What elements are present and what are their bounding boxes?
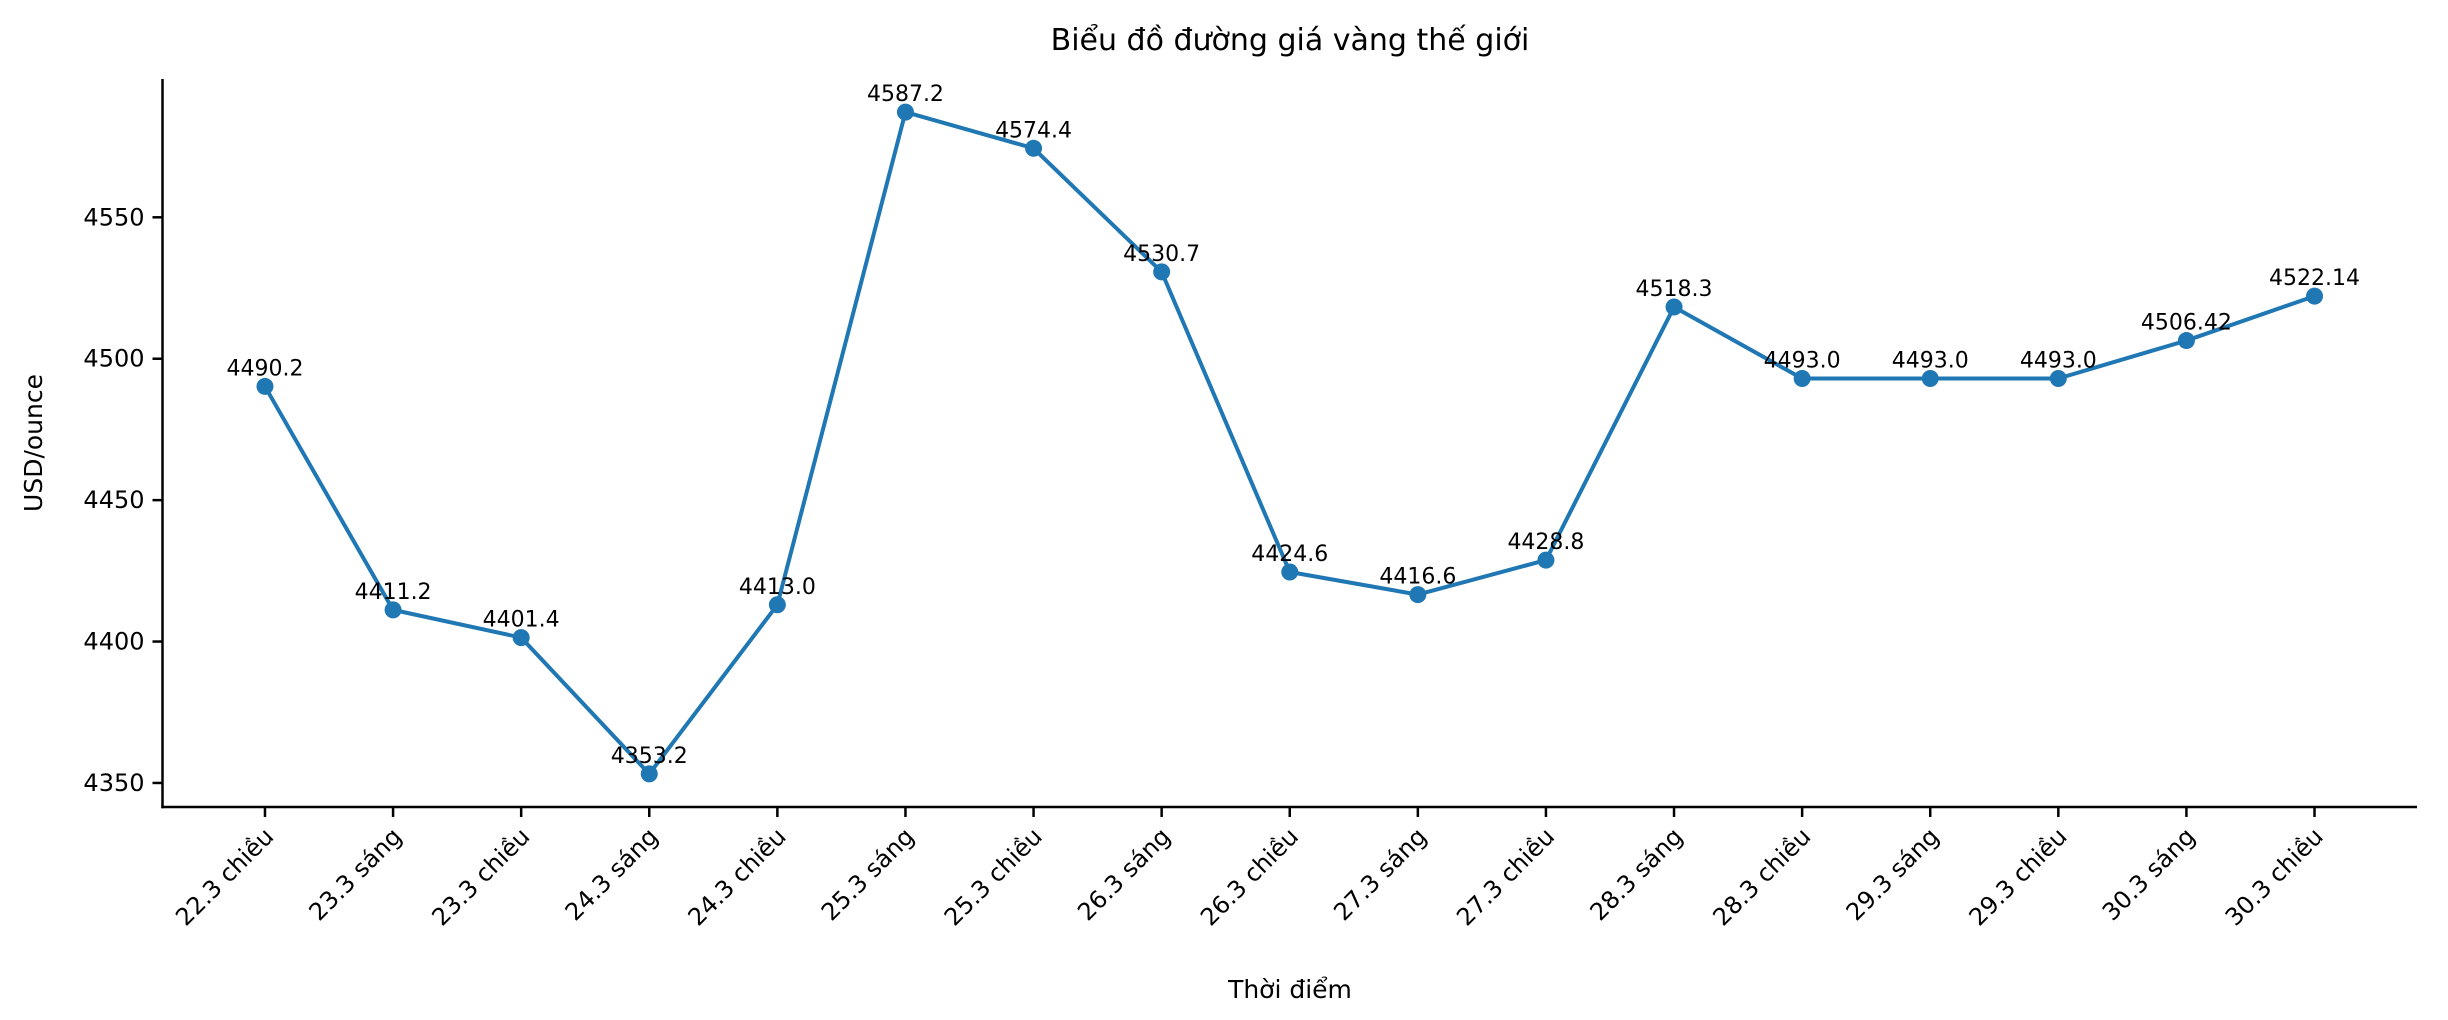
data-point bbox=[2177, 332, 2195, 350]
data-point bbox=[256, 377, 274, 395]
x-axis-title: Thời điểm bbox=[1227, 975, 1352, 1004]
x-tick-label: 28.3 sáng bbox=[1585, 822, 1689, 926]
data-point bbox=[1921, 370, 1939, 388]
point-value-label: 4493.0 bbox=[2020, 349, 2097, 374]
x-tick-label: 23.3 chiều bbox=[426, 822, 535, 931]
x-tick-label: 24.3 sáng bbox=[560, 822, 664, 926]
x-tick-label: 27.3 chiều bbox=[1451, 822, 1560, 931]
point-value-label: 4416.6 bbox=[1379, 565, 1456, 590]
data-point bbox=[1409, 586, 1427, 604]
data-point bbox=[1153, 263, 1171, 281]
data-point bbox=[512, 629, 530, 647]
chart-title: Biểu đồ đường giá vàng thế giới bbox=[1051, 22, 1530, 58]
point-value-label: 4401.4 bbox=[483, 608, 560, 633]
x-tick-label: 27.3 sáng bbox=[1328, 822, 1432, 926]
data-point bbox=[2049, 370, 2067, 388]
data-point bbox=[1793, 370, 1811, 388]
x-tick-label: 25.3 sáng bbox=[816, 822, 920, 926]
point-value-label: 4428.8 bbox=[1507, 530, 1584, 555]
x-tick-label: 22.3 chiều bbox=[170, 822, 279, 931]
point-value-label: 4530.7 bbox=[1123, 242, 1200, 267]
y-tick-label: 4500 bbox=[83, 345, 144, 373]
x-tick-label: 28.3 chiều bbox=[1707, 822, 1816, 931]
y-axis-title: USD/ounce bbox=[19, 374, 48, 512]
x-tick-label: 26.3 sáng bbox=[1072, 822, 1176, 926]
point-value-label: 4490.2 bbox=[226, 356, 303, 381]
y-tick-label: 4550 bbox=[83, 203, 144, 231]
data-point bbox=[1665, 298, 1683, 316]
y-tick-label: 4350 bbox=[83, 769, 144, 797]
point-value-label: 4353.2 bbox=[611, 744, 688, 769]
point-value-label: 4518.3 bbox=[1636, 277, 1713, 302]
data-point bbox=[1537, 551, 1555, 569]
x-tick-label: 25.3 chiều bbox=[939, 822, 1048, 931]
point-value-label: 4413.0 bbox=[739, 575, 816, 600]
x-tick-label: 30.3 chiều bbox=[2220, 822, 2329, 931]
point-value-label: 4493.0 bbox=[1764, 349, 1841, 374]
data-point bbox=[1025, 139, 1043, 157]
x-tick-label: 24.3 chiều bbox=[683, 822, 792, 931]
x-tick-label: 29.3 sáng bbox=[1841, 822, 1945, 926]
data-point bbox=[640, 765, 658, 783]
x-tick-label: 23.3 sáng bbox=[304, 822, 408, 926]
point-value-label: 4424.6 bbox=[1251, 542, 1328, 567]
price-line bbox=[262, 110, 2317, 776]
point-value-label: 4411.2 bbox=[355, 580, 432, 605]
x-tick-label: 26.3 chiều bbox=[1195, 822, 1304, 931]
point-value-label: 4493.0 bbox=[1892, 349, 1969, 374]
data-point bbox=[768, 596, 786, 614]
point-value-label: 4574.4 bbox=[995, 118, 1072, 143]
data-point bbox=[2306, 287, 2324, 305]
data-point bbox=[1281, 563, 1299, 581]
data-point bbox=[384, 601, 402, 619]
y-tick-label: 4400 bbox=[83, 628, 144, 656]
data-point bbox=[896, 103, 914, 121]
y-tick-label: 4450 bbox=[83, 486, 144, 514]
x-tick-label: 30.3 sáng bbox=[2097, 822, 2201, 926]
point-value-label: 4522.14 bbox=[2269, 266, 2360, 291]
point-value-label: 4587.2 bbox=[867, 82, 944, 107]
point-value-label: 4506.42 bbox=[2141, 311, 2232, 336]
x-tick-label: 29.3 chiều bbox=[1964, 822, 2073, 931]
